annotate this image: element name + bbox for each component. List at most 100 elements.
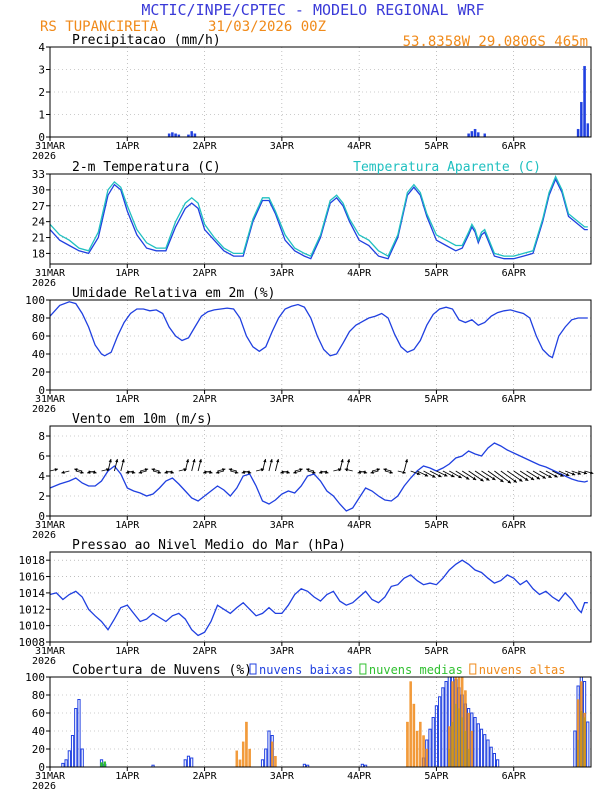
x-tick-label: 6APR [502,646,527,657]
wind-arrow-head [450,474,455,478]
x-tick-label: 4APR [347,771,372,782]
bar-orange [470,730,474,768]
y-tick-label: 20 [32,743,45,756]
x-tick-label: 31MAR [35,141,66,152]
legend-label: nuvens altas [479,663,566,677]
x-tick-label: 4APR [347,646,372,657]
x-tick-label: 1APR [115,646,140,657]
bar-blue [171,132,174,138]
x-tick-label: 4APR [347,268,372,279]
y-tick-label: 1018 [19,554,46,567]
bar-blue [193,133,197,138]
bar-orange [454,676,458,768]
bar-blue [444,681,448,768]
x-tick-label: 4APR [347,394,372,405]
x-tick-label: 3APR [270,646,295,657]
bar-orange [274,756,277,768]
y-tick-label: 1 [38,109,45,122]
y-tick-label: 40 [32,348,45,361]
x-tick-label: 3APR [270,520,295,531]
bar-blue [190,131,193,138]
panel-frame [49,299,592,391]
wind-arrow-head [438,474,442,478]
wind-arrow-head [74,468,78,472]
x-tick-label: 3APR [270,268,295,279]
bar-green [100,762,103,768]
wind-arrow-head [432,474,436,478]
wind-arrow-head [185,459,190,463]
wind-arrow-head [383,468,387,472]
y-tick-label: 21 [32,232,45,245]
legend-label: nuvens baixas [259,663,353,677]
wind-arrow-head [340,459,344,463]
wind-arrow-head [234,470,239,474]
wind-arrow-head [269,459,273,463]
wind-arrow-head [560,473,564,477]
y-tick-label: 4 [38,41,45,54]
wind-arrow-head [507,480,511,484]
bar-orange [451,681,454,768]
x-tick-label: 1APR [115,520,140,531]
x-tick-label: 1APR [115,141,140,152]
wind-arrow-head [138,470,142,474]
bar-blue [583,65,586,138]
wind-arrow-head [346,459,351,463]
x-tick-label: 6APR [502,520,527,531]
bar-blue [586,123,590,138]
wind-arrow-head [228,468,233,472]
y-tick-label: 20 [32,366,45,379]
x-tick-label: 1APR [115,394,140,405]
x-tick-label: 6APR [502,141,527,152]
y-tick-label: 80 [32,689,45,702]
bar-blue [496,759,500,768]
bar-blue [167,133,171,138]
bar-blue [483,133,486,138]
bar-orange [583,712,586,768]
line-temperatura-aparente [49,175,588,258]
y-tick-label: 3 [38,64,45,77]
wind-arrow-head [402,470,406,474]
y-tick-label: 100 [25,294,45,307]
bar-orange [270,741,274,768]
bar-blue [486,739,490,768]
bar-blue [492,753,497,768]
wind-arrow-head [121,459,125,463]
bar-blue [186,755,191,768]
y-tick-label: 2 [38,86,45,99]
x-tick-label: 2APR [193,771,218,782]
wind-arrow-head [524,477,529,481]
panel-frame [49,676,592,768]
wind-arrow-head [357,470,361,474]
x-tick-label: 31MAR [35,646,66,657]
wind-arrow-head [80,470,84,474]
bar-orange [238,759,242,768]
wind-arrow-head [500,478,504,482]
wind-arrow-head [276,459,280,463]
wind-arrow-head [164,470,168,474]
x-tick-year: 2026 [32,278,56,289]
wind-arrow-head [443,473,448,477]
wind-arrow-head [376,468,381,472]
bar-orange [464,690,467,768]
wind-arrow [494,470,512,484]
x-tick-label: 5APR [424,520,449,531]
wind-arrow-head [312,470,316,474]
bar-orange [415,730,419,768]
header-title: MCTIC/INPE/CPTEC - MODELO REGIONAL WRF [141,1,484,19]
x-tick-label: 2APR [193,394,218,405]
bar-blue [74,708,78,768]
bar-blue [64,759,68,768]
legend-label: nuvens medias [369,663,463,677]
x-tick-year: 2026 [32,781,56,792]
bar-orange [248,748,251,768]
panel-title: Umidade Relativa em 2m (%) [72,286,276,301]
x-tick-label: 3APR [270,394,295,405]
wind-arrow-head [424,473,429,477]
bar-blue [473,717,477,768]
wind-arrow-head [370,470,374,474]
y-tick-label: 80 [32,312,45,325]
wind-arrow-head [554,474,558,478]
x-tick-label: 31MAR [35,268,66,279]
